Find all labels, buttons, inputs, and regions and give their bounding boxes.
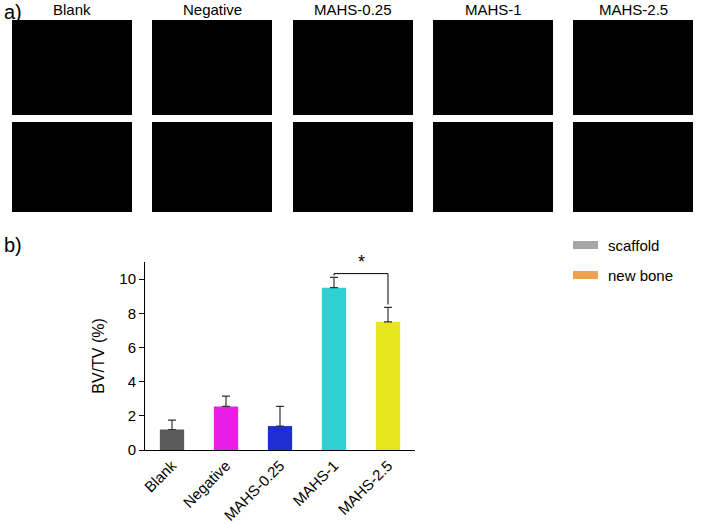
svg-text:new bone: new bone [608, 267, 673, 284]
svg-text:*: * [358, 252, 365, 272]
svg-text:0: 0 [128, 441, 136, 458]
svg-text:b): b) [4, 234, 22, 256]
svg-text:10: 10 [119, 270, 136, 287]
svg-text:6: 6 [128, 339, 136, 356]
svg-text:Blank: Blank [141, 457, 180, 496]
svg-text:2: 2 [128, 407, 136, 424]
svg-text:MAHS-1: MAHS-1 [465, 1, 522, 18]
svg-text:BV/TV (%): BV/TV (%) [90, 318, 107, 394]
svg-text:MAHS-1: MAHS-1 [289, 457, 341, 509]
svg-text:MAHS-2.5: MAHS-2.5 [599, 1, 668, 18]
svg-text:4: 4 [128, 373, 136, 390]
svg-text:8: 8 [128, 305, 136, 322]
svg-text:Negative: Negative [180, 457, 234, 511]
svg-text:Blank: Blank [53, 1, 91, 18]
svg-text:MAHS-2.5: MAHS-2.5 [334, 457, 395, 518]
svg-text:MAHS-0.25: MAHS-0.25 [221, 457, 288, 524]
svg-text:scaffold: scaffold [608, 237, 659, 254]
svg-text:Negative: Negative [183, 1, 242, 18]
svg-text:a): a) [4, 1, 22, 23]
svg-text:MAHS-0.25: MAHS-0.25 [314, 1, 392, 18]
